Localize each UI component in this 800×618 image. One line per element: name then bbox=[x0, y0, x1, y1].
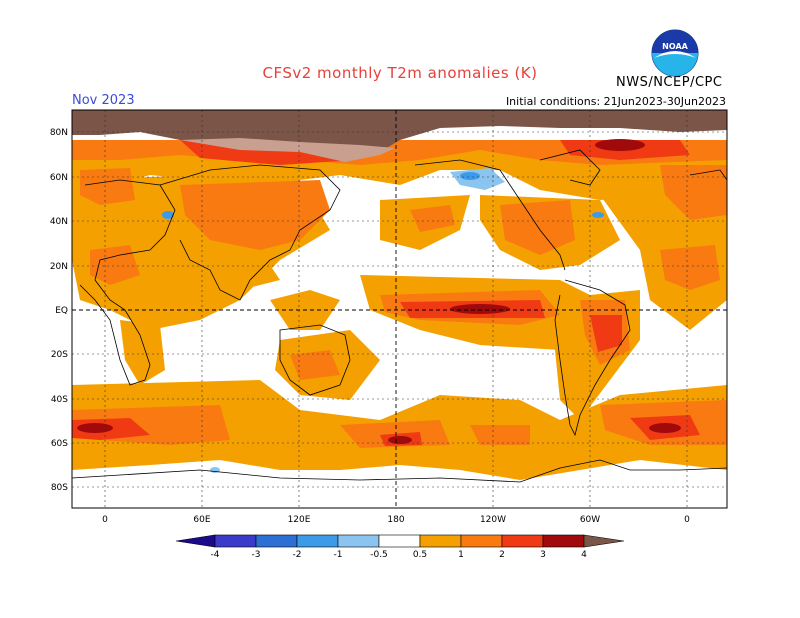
colorbar-tick: 2 bbox=[499, 550, 505, 560]
lat-label: 20S bbox=[51, 350, 68, 360]
lat-label: 60N bbox=[50, 173, 68, 183]
lon-label: 0 bbox=[102, 515, 108, 525]
lon-label: 60W bbox=[580, 515, 600, 525]
colorbar-bin bbox=[460, 534, 503, 548]
lat-label: 60S bbox=[51, 439, 68, 449]
colorbar-tick: -4 bbox=[211, 550, 220, 560]
agency-label: NWS/NCEP/CPC bbox=[616, 75, 723, 90]
noaa-logo-icon: NOAA bbox=[651, 29, 699, 77]
colorbar-tick: 1 bbox=[458, 550, 464, 560]
colorbar-arrow-high bbox=[583, 534, 625, 548]
lat-label: 80N bbox=[50, 128, 68, 138]
lon-label: 0 bbox=[684, 515, 690, 525]
lon-label: 180 bbox=[387, 515, 404, 525]
colorbar-bin bbox=[542, 534, 585, 548]
lat-label: EQ bbox=[55, 306, 68, 316]
colorbar-bin bbox=[214, 534, 257, 548]
colorbar-arrow-low bbox=[175, 534, 216, 548]
initial-conditions-label: Initial conditions: 21Jun2023-30Jun2023 bbox=[505, 95, 726, 108]
colorbar-tick: -0.5 bbox=[370, 550, 388, 560]
longitude-axis: 0 60E 120E 180 120W 60W 0 bbox=[102, 515, 690, 525]
colorbar-tick: -2 bbox=[293, 550, 302, 560]
colorbar-bin bbox=[255, 534, 298, 548]
latitude-axis: 80N 60N 40N 20N EQ 20S 40S 60S 80S bbox=[50, 128, 68, 493]
lat-label: 80S bbox=[51, 483, 68, 493]
lat-label: 20N bbox=[50, 262, 68, 272]
map-title: CFSv2 monthly T2m anomalies (K) bbox=[262, 64, 538, 82]
map-frame bbox=[71, 109, 728, 509]
lon-label: 120W bbox=[480, 515, 506, 525]
colorbar-bin bbox=[337, 534, 380, 548]
colorbar-bin bbox=[419, 534, 462, 548]
colorbar: -4 -3 -2 -1 -0.5 0.5 1 2 3 4 bbox=[175, 534, 625, 560]
colorbar-tick: 4 bbox=[581, 550, 587, 560]
colorbar-bin bbox=[296, 534, 339, 548]
colorbar-tick: -3 bbox=[252, 550, 261, 560]
noaa-logo-text: NOAA bbox=[662, 42, 688, 51]
lon-label: 120E bbox=[288, 515, 311, 525]
anomaly-field bbox=[72, 110, 727, 508]
lon-label: 60E bbox=[193, 515, 210, 525]
colorbar-tick: 3 bbox=[540, 550, 546, 560]
colorbar-tick: 0.5 bbox=[413, 550, 427, 560]
colorbar-bin bbox=[378, 534, 421, 548]
lat-label: 40N bbox=[50, 217, 68, 227]
colorbar-tick: -1 bbox=[334, 550, 343, 560]
colorbar-bin bbox=[501, 534, 544, 548]
lat-label: 40S bbox=[51, 395, 68, 405]
forecast-month-label: Nov 2023 bbox=[72, 93, 135, 108]
